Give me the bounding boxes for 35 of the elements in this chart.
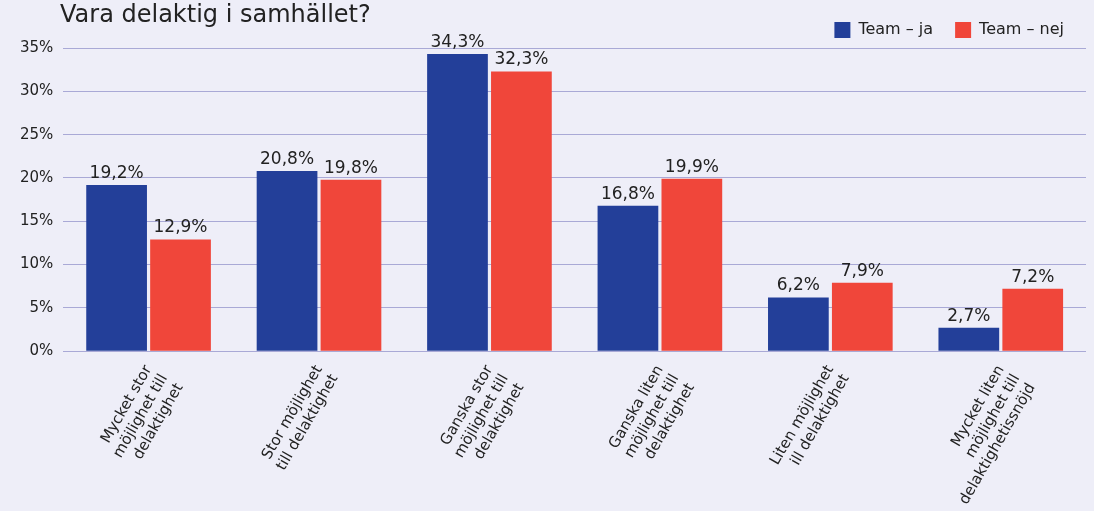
bar bbox=[150, 239, 211, 351]
data-label: 20,8% bbox=[260, 147, 315, 168]
y-tick-label: 20% bbox=[20, 167, 54, 186]
y-tick-label: 10% bbox=[20, 254, 54, 273]
data-label: 6,2% bbox=[776, 274, 820, 295]
y-tick-label: 30% bbox=[20, 81, 54, 100]
data-label: 19,8% bbox=[323, 156, 378, 177]
legend-label: Team – ja bbox=[857, 19, 934, 39]
data-label: 7,9% bbox=[840, 259, 884, 280]
bar bbox=[938, 327, 1000, 351]
bar bbox=[256, 171, 318, 351]
data-label: 16,8% bbox=[600, 182, 655, 203]
chart-title: Vara delaktig i samhället? bbox=[60, 0, 371, 28]
bar bbox=[831, 282, 893, 351]
bar bbox=[1002, 288, 1064, 351]
data-label: 32,3% bbox=[494, 48, 549, 69]
bar bbox=[427, 54, 488, 351]
legend-label: Team – nej bbox=[978, 19, 1064, 39]
data-label: 2,7% bbox=[947, 304, 991, 325]
bar bbox=[597, 205, 659, 351]
y-tick-label: 15% bbox=[20, 211, 54, 230]
data-label: 19,9% bbox=[664, 155, 719, 176]
data-label: 34,3% bbox=[430, 30, 485, 51]
bar bbox=[491, 71, 552, 351]
y-tick-label: 35% bbox=[20, 37, 54, 56]
data-label: 7,2% bbox=[1011, 265, 1055, 286]
y-tick-label: 5% bbox=[29, 297, 54, 316]
bar bbox=[768, 297, 829, 351]
bar bbox=[86, 184, 147, 351]
y-tick-label: 0% bbox=[29, 341, 54, 360]
data-label: 19,2% bbox=[89, 161, 144, 182]
y-tick-label: 25% bbox=[20, 124, 54, 143]
data-label: 12,9% bbox=[153, 216, 208, 237]
bar bbox=[320, 179, 382, 351]
bar bbox=[661, 178, 723, 351]
